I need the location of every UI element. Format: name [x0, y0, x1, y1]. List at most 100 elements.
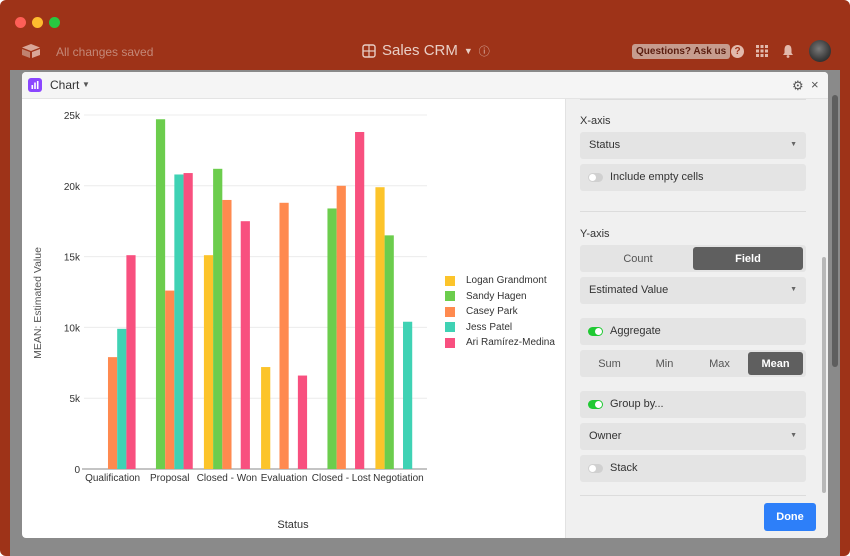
x-tick-label: Evaluation: [261, 473, 308, 484]
x-axis-field-value: Status: [589, 139, 621, 151]
chart-legend: Logan Grandmont Sandy Hagen Casey Park Jess…: [445, 273, 555, 351]
x-axis-label: X-axis: [580, 115, 611, 127]
stack-row[interactable]: Stack: [580, 455, 806, 482]
bar: [279, 202, 289, 469]
close-window-button[interactable]: [15, 17, 26, 28]
include-empty-cells-row[interactable]: Include empty cells: [580, 164, 806, 191]
chevron-down-icon: ▼: [790, 286, 797, 293]
bell-icon[interactable]: [782, 44, 794, 58]
x-tick-label: Proposal: [150, 473, 189, 484]
group-field-select[interactable]: Owner ▼: [580, 423, 806, 450]
stack-label: Stack: [610, 462, 638, 474]
saved-status: All changes saved: [56, 45, 154, 59]
y-tick-label: 5k: [69, 394, 81, 405]
function-mean-button[interactable]: Mean: [748, 352, 803, 375]
base-icon: [362, 43, 376, 58]
panel-scrollbar[interactable]: [822, 257, 826, 493]
chevron-down-icon: ▼: [790, 432, 797, 439]
aggregate-row[interactable]: Aggregate: [580, 318, 806, 345]
x-tick-label: Closed - Won: [197, 473, 257, 484]
mode-count-button[interactable]: Count: [623, 252, 653, 265]
zoom-window-button[interactable]: [49, 17, 60, 28]
x-axis-field-select[interactable]: Status ▼: [580, 132, 806, 159]
legend-swatch: [445, 306, 455, 317]
bar: [222, 199, 232, 469]
bar: [336, 185, 346, 470]
chart-dialog: Chart ▼ ⚙ × 0 5k 10k 15k 20k 25k Qualification…: [22, 72, 828, 538]
legend-label: Ari Ramírez-Medina: [466, 337, 555, 349]
mode-field-button[interactable]: Field: [693, 247, 803, 270]
legend-item: Logan Grandmont: [445, 273, 555, 289]
y-tick-label: 15k: [64, 253, 81, 264]
legend-item: Jess Patel: [445, 320, 555, 336]
function-sum-button[interactable]: Sum: [598, 357, 621, 370]
dialog-header: Chart ▼ ⚙ ×: [22, 72, 828, 99]
bar: [403, 321, 413, 469]
minimize-window-button[interactable]: [32, 17, 43, 28]
bar: [355, 131, 365, 469]
divider: [580, 495, 806, 496]
group-by-row[interactable]: Group by...: [580, 391, 806, 418]
y-axis-field-select[interactable]: Estimated Value ▼: [580, 277, 806, 304]
chevron-down-icon: ▼: [790, 141, 797, 148]
bar: [261, 367, 271, 469]
top-bar: All changes saved Sales CRM ▼ ⓘ Question…: [0, 36, 850, 68]
bar: [213, 168, 223, 470]
y-tick-label: 0: [74, 465, 80, 476]
page-scrollbar[interactable]: [832, 95, 838, 367]
y-axis-field-value: Estimated Value: [589, 284, 669, 296]
bar: [375, 187, 385, 469]
include-empty-cells-toggle[interactable]: [588, 173, 603, 182]
aggregate-function-segmented: Sum Min Max Mean: [580, 350, 806, 377]
y-axis-label: Y-axis: [580, 228, 610, 240]
legend-label: Sandy Hagen: [466, 290, 527, 302]
gear-icon[interactable]: ⚙: [792, 78, 804, 93]
group-field-value: Owner: [589, 430, 622, 442]
x-tick-label: Closed - Lost: [312, 473, 371, 484]
bar: [384, 235, 394, 469]
done-button[interactable]: Done: [764, 503, 816, 531]
legend-label: Jess Patel: [466, 321, 513, 333]
group-by-label: Group by...: [610, 398, 664, 410]
bar: [240, 221, 250, 469]
help-icon[interactable]: ?: [731, 45, 744, 58]
group-by-toggle[interactable]: [588, 400, 603, 409]
function-max-button[interactable]: Max: [709, 357, 730, 370]
dialog-title[interactable]: Chart: [50, 78, 80, 92]
aggregate-label: Aggregate: [610, 325, 661, 337]
bar: [183, 173, 193, 469]
legend-item: Casey Park: [445, 304, 555, 320]
settings-panel: X-axis Status ▼ Include empty cells Y-ax…: [565, 99, 828, 538]
bar: [126, 255, 136, 469]
y-tick-label: 10k: [64, 323, 81, 334]
apps-grid-icon[interactable]: [756, 45, 768, 57]
ask-us-button[interactable]: Questions? Ask us: [632, 44, 731, 59]
include-empty-cells-label: Include empty cells: [610, 171, 704, 183]
divider: [580, 99, 806, 100]
chart-area: 0 5k 10k 15k 20k 25k Qualification Proposal Clos…: [22, 99, 565, 538]
bar-chart: 0 5k 10k 15k 20k 25k Qualification Proposal Clos…: [32, 111, 427, 531]
divider: [580, 211, 806, 212]
bar: [165, 290, 175, 469]
y-tick-label: 25k: [64, 111, 81, 122]
aggregate-toggle[interactable]: [588, 327, 603, 336]
bar: [155, 119, 166, 470]
legend-label: Logan Grandmont: [466, 275, 547, 287]
chart-app-icon: [28, 78, 42, 92]
chevron-down-icon: ▼: [463, 45, 473, 56]
user-avatar[interactable]: [809, 40, 831, 62]
chevron-down-icon[interactable]: ▼: [82, 80, 90, 89]
airtable-logo-icon[interactable]: [22, 44, 40, 58]
bar: [327, 208, 337, 469]
function-min-button[interactable]: Min: [655, 357, 674, 370]
info-icon[interactable]: ⓘ: [478, 45, 490, 58]
legend-swatch: [445, 337, 455, 348]
close-icon[interactable]: ×: [811, 77, 819, 92]
x-tick-label: Negotiation: [373, 473, 424, 484]
stack-toggle[interactable]: [588, 464, 603, 473]
base-title[interactable]: Sales CRM ▼ ⓘ: [362, 42, 490, 59]
legend-swatch: [445, 291, 455, 302]
x-axis-title: Status: [277, 519, 309, 531]
y-tick-label: 20k: [64, 182, 81, 193]
